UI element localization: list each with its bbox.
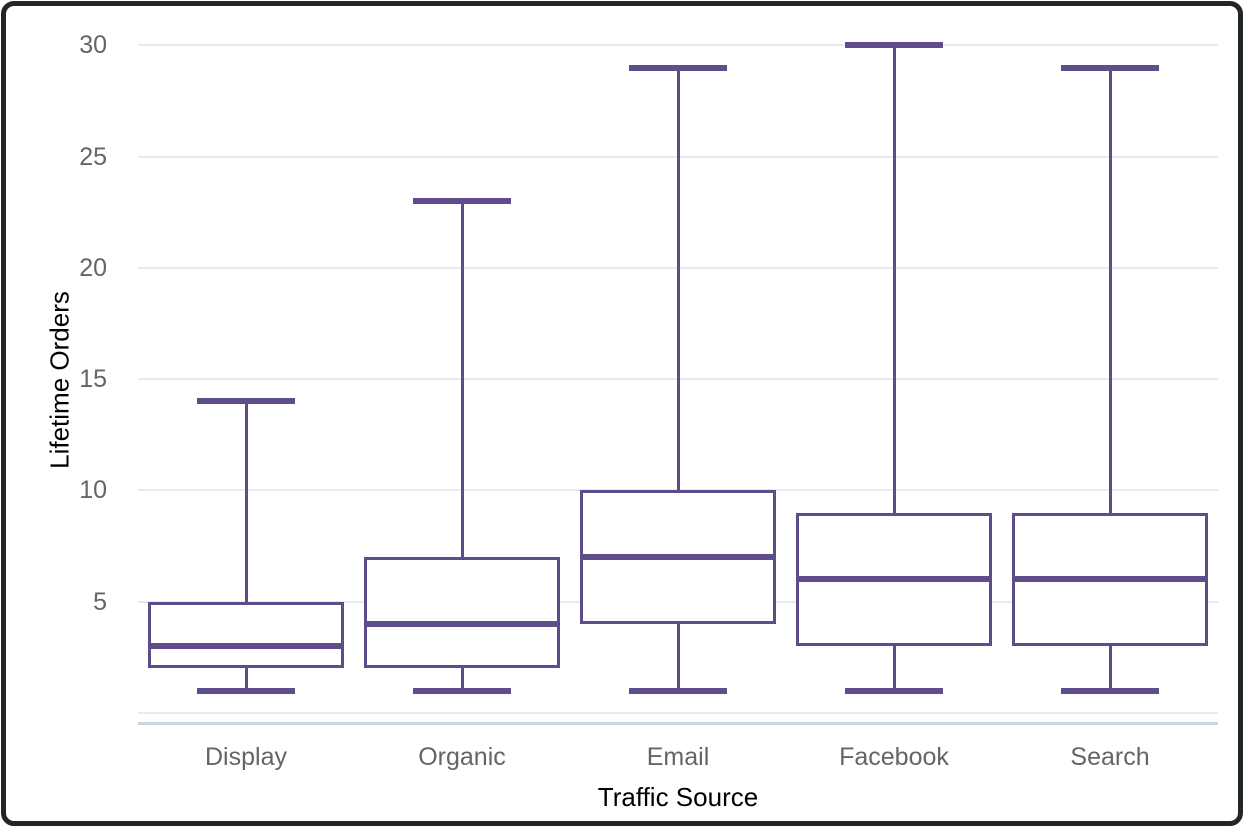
whisker-lower-display [244,668,248,691]
whisker-cap-max-search [1061,64,1159,71]
whisker-cap-min-organic [413,687,511,694]
x-tick-label-search: Search [1070,743,1150,771]
median-email [580,554,776,561]
whisker-cap-min-email [629,687,727,694]
whisker-lower-facebook [892,646,896,691]
y-tick-label: 25 [79,142,107,171]
zero-gridline [138,711,1218,714]
y-tick-label: 10 [79,476,107,505]
whisker-lower-email [676,623,680,691]
median-organic [364,620,560,627]
median-display [148,643,344,650]
x-tick-label-display: Display [205,743,287,771]
y-tick-label: 30 [79,31,107,60]
whisker-lower-search [1108,646,1112,691]
whisker-cap-max-organic [413,198,511,205]
box-organic[interactable] [364,557,560,669]
box-display[interactable] [148,601,344,669]
whisker-upper-organic [460,201,464,558]
y-tick-label: 15 [79,365,107,394]
whisker-cap-min-search [1061,687,1159,694]
median-search [1012,576,1208,583]
gridline [138,44,1218,47]
y-tick-label: 5 [93,587,107,616]
whisker-upper-email [676,67,680,491]
x-tick-label-email: Email [646,743,710,771]
whisker-cap-max-display [197,398,295,405]
x-tick-label-organic: Organic [418,743,506,771]
x-axis-line [138,722,1218,725]
median-facebook [796,576,992,583]
whisker-cap-min-display [197,687,295,694]
y-tick-label: 20 [79,253,107,282]
whisker-cap-max-email [629,64,727,71]
whisker-cap-max-facebook [845,42,943,49]
x-tick-label-facebook: Facebook [839,743,949,771]
whisker-lower-organic [460,668,464,691]
whisker-upper-facebook [892,45,896,513]
whisker-cap-min-facebook [845,687,943,694]
y-axis-title: Lifetime Orders [44,291,75,469]
x-axis-title: Traffic Source [597,782,759,812]
whisker-upper-display [244,401,248,602]
whisker-upper-search [1108,67,1112,513]
